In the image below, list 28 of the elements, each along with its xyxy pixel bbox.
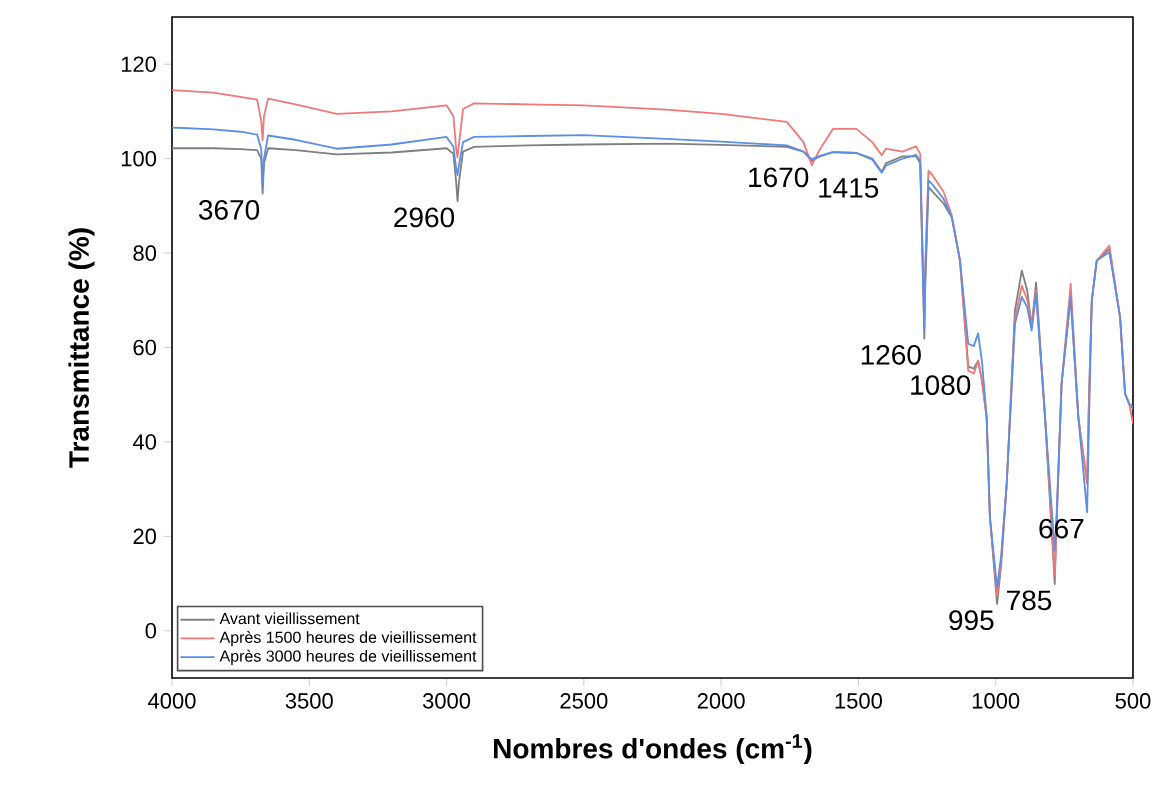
y-tick-label: 40 <box>132 434 157 450</box>
y-tick-label: 0 <box>145 623 157 639</box>
annotation: 1415 <box>819 178 879 198</box>
x-tick-label: 1000 <box>972 693 1020 709</box>
legend-label: Après 1500 heures de vieillissement <box>219 631 477 647</box>
x-tick-label: 3000 <box>422 693 471 709</box>
annotation: 1080 <box>911 375 971 395</box>
annotation: 995 <box>949 610 994 631</box>
y-tick-label: 100 <box>121 150 157 167</box>
x-tick-label: 2000 <box>697 693 745 709</box>
annotation: 3670 <box>198 199 260 220</box>
annotation: 785 <box>1007 590 1052 611</box>
y-tick-label: 80 <box>133 245 157 261</box>
annotation: 2960 <box>394 207 455 228</box>
y-tick-label: 20 <box>133 528 157 545</box>
legend-label: Après 3000 heures de vieillissement <box>219 649 477 665</box>
x-tick-label: 500 <box>1115 693 1151 709</box>
annotation: 1260 <box>861 344 921 365</box>
legend-label: Avant vieillissement <box>219 612 360 625</box>
y-tick-label: 60 <box>133 339 157 356</box>
y-tick-label: 120 <box>121 56 157 73</box>
x-tick-label: 2500 <box>560 693 608 709</box>
x-tick-label: 3500 <box>285 693 333 709</box>
x-axis-title: Nombres d'ondes (cm$^{-1}$) <box>494 734 812 765</box>
x-tick-label: 1500 <box>835 693 882 709</box>
x-tick-label: 4000 <box>148 693 196 709</box>
y-axis-title: Transmittance (%) <box>68 228 95 468</box>
annotation: 1670 <box>749 167 809 188</box>
